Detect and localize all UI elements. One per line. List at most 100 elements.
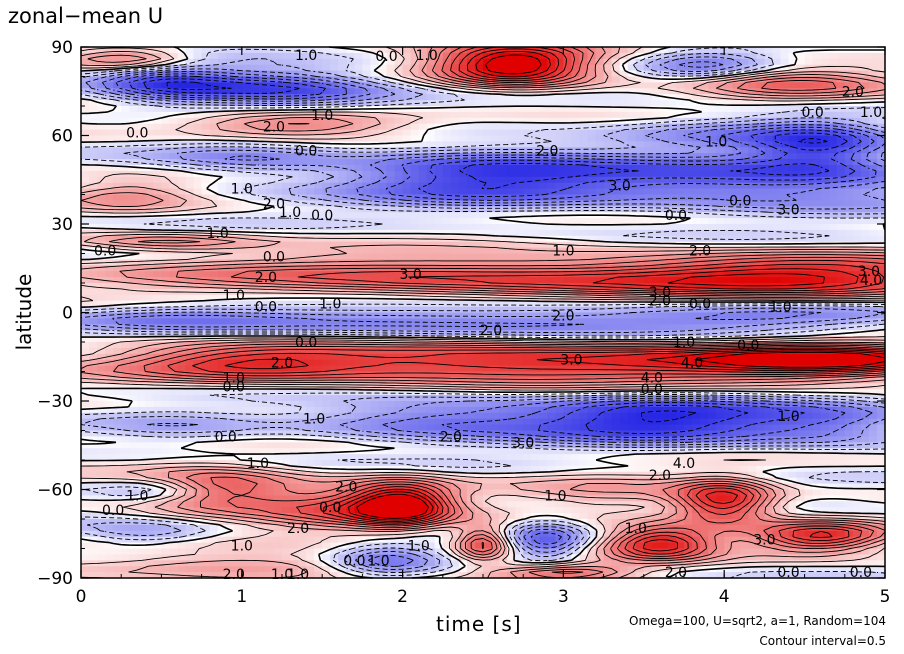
heatmap-cell <box>225 70 235 78</box>
heatmap-cell <box>780 147 790 154</box>
heatmap-cell <box>828 229 838 237</box>
heatmap-cell <box>273 182 283 190</box>
heatmap-cell <box>619 170 629 178</box>
heatmap-cell <box>81 111 90 119</box>
heatmap-cell <box>571 188 581 196</box>
heatmap-cell <box>491 52 500 60</box>
heatmap-cell <box>507 88 516 95</box>
heatmap-cell <box>635 277 645 284</box>
heatmap-cell <box>322 259 331 266</box>
heatmap-cell <box>804 106 814 113</box>
heatmap-cell <box>491 259 500 266</box>
heatmap-cell <box>483 159 492 166</box>
heatmap-cell <box>282 241 291 249</box>
heatmap-cell <box>796 58 806 66</box>
heatmap-cell <box>298 58 307 66</box>
heatmap-cell <box>772 188 782 196</box>
heatmap-cell <box>89 106 98 113</box>
heatmap-cell <box>298 288 307 296</box>
heatmap-cell <box>81 129 90 137</box>
heatmap-cell <box>515 176 524 184</box>
heatmap-cell <box>121 117 130 125</box>
heatmap-cell <box>499 129 508 137</box>
heatmap-cell <box>876 159 886 166</box>
heatmap-cell <box>507 111 516 119</box>
heatmap-cell <box>587 58 597 66</box>
heatmap-cell <box>89 294 98 302</box>
heatmap-cell <box>458 159 468 166</box>
heatmap-cell <box>474 218 484 225</box>
heatmap-cell <box>466 194 476 201</box>
heatmap-cell <box>450 324 460 331</box>
heatmap-cell <box>643 176 653 184</box>
heatmap-cell <box>450 229 460 237</box>
heatmap-cell <box>595 94 605 101</box>
heatmap-cell <box>804 277 814 284</box>
heatmap-cell <box>595 47 605 54</box>
heatmap-cell <box>764 52 774 60</box>
heatmap-cell <box>780 52 790 60</box>
heatmap-cell <box>828 88 838 95</box>
heatmap-cell <box>346 312 355 319</box>
heatmap-cell <box>105 194 114 201</box>
heatmap-cell <box>643 188 653 196</box>
heatmap-cell <box>153 82 162 89</box>
heatmap-cell <box>273 147 283 154</box>
heatmap-cell <box>185 117 195 125</box>
heatmap-cell <box>322 165 331 172</box>
heatmap-cell <box>89 165 98 172</box>
heatmap-cell <box>643 88 653 95</box>
heatmap-cell <box>290 64 299 72</box>
heatmap-cell <box>700 106 709 113</box>
heatmap-cell <box>732 176 741 184</box>
heatmap-cell <box>523 253 532 260</box>
heatmap-cell <box>788 76 798 83</box>
heatmap-cell <box>700 277 709 284</box>
heatmap-cell <box>346 165 355 172</box>
heatmap-cell <box>780 165 790 172</box>
heatmap-cell <box>458 318 468 325</box>
heatmap-cell <box>844 94 854 101</box>
heatmap-cell <box>161 147 171 154</box>
heatmap-cell <box>675 82 685 89</box>
heatmap-cell <box>209 129 219 137</box>
heatmap-cell <box>820 153 830 160</box>
heatmap-cell <box>820 265 830 272</box>
heatmap-cell <box>81 82 90 89</box>
heatmap-cell <box>249 224 259 231</box>
heatmap-cell <box>298 253 307 260</box>
heatmap-cell <box>426 58 436 66</box>
heatmap-cell <box>418 153 428 160</box>
heatmap-cell <box>338 200 347 207</box>
heatmap-cell <box>426 88 436 95</box>
heatmap-cell <box>105 147 114 154</box>
heatmap-cell <box>483 76 492 83</box>
heatmap-cell <box>434 170 444 178</box>
heatmap-cell <box>820 194 830 201</box>
heatmap-cell <box>868 165 878 172</box>
heatmap-cell <box>820 336 830 343</box>
heatmap-cell <box>298 200 307 207</box>
heatmap-cell <box>515 259 524 266</box>
heatmap-cell <box>563 141 573 148</box>
heatmap-cell <box>306 241 315 249</box>
heatmap-cell <box>579 277 589 284</box>
heatmap-cell <box>804 247 814 255</box>
heatmap-cell <box>563 106 573 113</box>
heatmap-cell <box>362 200 372 207</box>
heatmap-cell <box>675 188 685 196</box>
heatmap-cell <box>217 58 227 66</box>
heatmap-cell <box>185 188 195 196</box>
heatmap-cell <box>619 70 629 78</box>
heatmap-cell <box>651 212 661 219</box>
heatmap-cell <box>483 147 492 154</box>
heatmap-cell <box>708 129 717 137</box>
heatmap-cell <box>724 176 733 184</box>
heatmap-cell <box>145 188 154 196</box>
heatmap-cell <box>257 88 267 95</box>
heatmap-cell <box>772 123 782 131</box>
heatmap-cell <box>659 165 669 172</box>
heatmap-cell <box>434 129 444 137</box>
heatmap-cell <box>531 206 540 213</box>
heatmap-cell <box>474 153 484 160</box>
